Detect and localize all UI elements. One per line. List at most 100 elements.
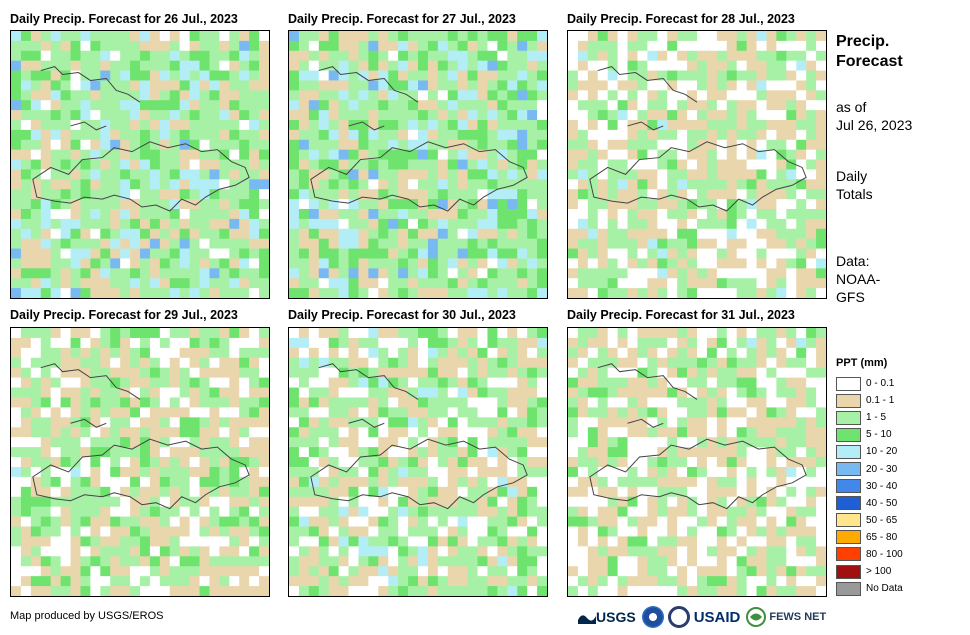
raster-cell (657, 427, 668, 438)
raster-cell (706, 506, 718, 518)
raster-cell (568, 139, 579, 151)
raster-cell (568, 357, 579, 369)
legend-label: 65 - 80 (866, 531, 898, 543)
raster-cell (11, 417, 22, 428)
raster-cell (110, 268, 121, 279)
raster-cell (726, 189, 738, 200)
raster-cell (50, 199, 62, 210)
raster-cell (537, 357, 547, 369)
raster-cell (348, 486, 359, 498)
raster-cell (368, 526, 379, 537)
raster-cell (637, 397, 648, 408)
raster-cell (796, 209, 807, 220)
raster-cell (587, 586, 599, 596)
raster-cell (398, 457, 409, 468)
raster-cell (427, 437, 439, 448)
raster-cell (179, 100, 191, 111)
raster-cell (816, 397, 826, 408)
raster-cell (627, 457, 638, 468)
raster-cell (30, 209, 42, 220)
raster-cell (467, 417, 479, 428)
raster-cell (249, 576, 260, 587)
raster-cell (11, 218, 22, 230)
raster-cell (716, 159, 728, 170)
raster-cell (259, 397, 269, 408)
raster-cell (199, 258, 210, 269)
raster-cell (796, 357, 807, 369)
raster-cell (130, 288, 141, 298)
raster-cell (607, 516, 619, 528)
raster-cell (388, 457, 399, 468)
as-of-label: as of (836, 99, 867, 115)
raster-cell (497, 100, 508, 111)
raster-cell (537, 457, 547, 468)
raster-cell (298, 566, 310, 577)
raster-cell (637, 278, 648, 289)
raster-cell (388, 149, 399, 161)
raster-cell (587, 110, 599, 121)
raster-cell (677, 258, 688, 269)
raster-cell (447, 258, 459, 269)
raster-cell (239, 110, 250, 121)
raster-cell (786, 199, 797, 210)
raster-cell (308, 100, 320, 111)
raster-cell (816, 209, 826, 220)
raster-cell (677, 476, 688, 488)
raster-cell (408, 447, 419, 458)
raster-cell (30, 238, 42, 250)
raster-cell (408, 367, 419, 379)
raster-cell (80, 149, 91, 161)
raster-cell (418, 149, 429, 161)
raster-cell (587, 218, 599, 230)
raster-cell (607, 258, 619, 269)
raster-cell (90, 516, 101, 528)
raster-cell (328, 199, 340, 210)
raster-cell (209, 556, 220, 567)
raster-cell (477, 159, 488, 170)
raster-cell (398, 576, 409, 587)
raster-cell (318, 546, 330, 557)
raster-cell (50, 357, 62, 369)
raster-cell (776, 576, 787, 587)
raster-cell (398, 50, 409, 62)
raster-cell (378, 586, 389, 596)
raster-cell (378, 80, 389, 91)
raster-cell (30, 586, 42, 596)
raster-cell (179, 457, 191, 468)
raster-cell (796, 179, 807, 190)
raster-cell (80, 288, 91, 298)
data-source-label: Data: (836, 253, 870, 269)
raster-cell (239, 159, 250, 170)
raster-cell (756, 337, 767, 349)
precip-map-27jul (288, 30, 548, 299)
raster-cell (487, 576, 498, 587)
raster-cell (199, 31, 210, 42)
raster-cell (657, 367, 668, 379)
raster-cell (110, 90, 121, 101)
raster-cell (597, 60, 609, 72)
raster-cell (687, 357, 698, 369)
raster-cell (447, 179, 459, 190)
raster-cell (776, 100, 787, 111)
raster-cell (487, 169, 498, 180)
raster-cell (577, 457, 589, 468)
raster-cell (249, 159, 260, 170)
raster-cell (447, 218, 459, 230)
raster-cell (746, 80, 758, 91)
raster-cell (120, 50, 131, 62)
raster-cell (418, 80, 429, 91)
raster-cell (219, 70, 230, 81)
raster-cell (130, 486, 141, 498)
raster-cell (537, 100, 547, 111)
raster-cell (467, 189, 479, 200)
raster-cell (816, 546, 826, 557)
raster-cell (647, 427, 658, 438)
raster-cell (418, 120, 429, 131)
raster-cell (338, 120, 350, 131)
raster-cell (418, 506, 429, 518)
raster-cell (298, 466, 310, 478)
raster-cell (497, 328, 508, 339)
raster-cell (527, 476, 538, 488)
raster-cell (239, 377, 250, 389)
raster-cell (756, 417, 767, 428)
